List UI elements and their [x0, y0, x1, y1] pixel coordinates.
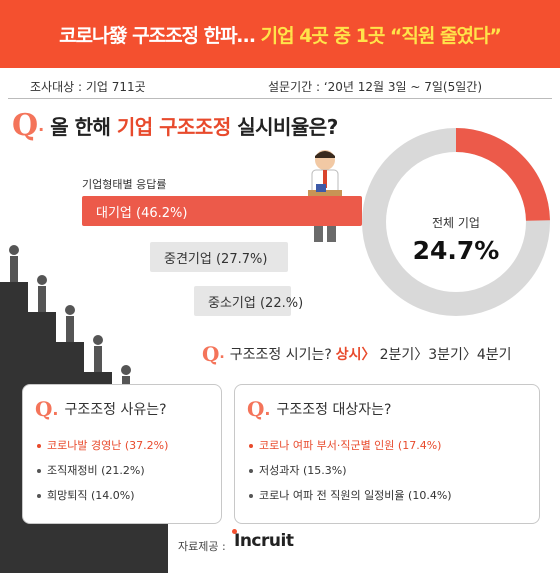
target-item: 저성과자 (15.3%)	[249, 458, 529, 483]
q-dot: .	[219, 346, 225, 362]
target-item-text: 코로나 여파 부서·직군별 인원 (17.4%)	[259, 439, 442, 452]
reason-item: 코로나발 경영난 (37.2%)	[37, 433, 211, 458]
bullet-icon	[37, 469, 41, 473]
targets-panel: Q. 구조조정 대상자는? 코로나 여파 부서·직군별 인원 (17.4%) 저…	[234, 384, 540, 524]
title-main: 코로나發 구조조정 한파…	[59, 24, 256, 47]
bar-row-mid: 중견기업 (27.7%)	[150, 242, 380, 272]
title-banner: 코로나發 구조조정 한파… 기업 4곳 중 1곳 “직원 줄였다”	[0, 0, 560, 68]
target-item: 코로나 여파 부서·직군별 인원 (17.4%)	[249, 433, 529, 458]
donut-slice-overall	[362, 128, 550, 316]
targets-header: Q. 구조조정 대상자는?	[247, 397, 391, 421]
q-icon: Q	[202, 342, 220, 366]
bar-label-large: 대기업 (46.2%)	[96, 205, 188, 221]
reasons-title: 구조조정 사유는?	[64, 402, 167, 418]
timing-rest: 2분기〉3분기〉4분기	[379, 347, 512, 363]
q-dot: .	[52, 399, 59, 419]
source-label: 자료제공 :	[178, 540, 226, 553]
main-question-text: 올 한해 기업 구조조정 실시비율은?	[50, 111, 338, 140]
bullet-icon	[249, 469, 253, 473]
reasons-list: 코로나발 경영난 (37.2%) 조직재정비 (21.2%) 희망퇴직 (14.…	[37, 433, 211, 508]
reasons-header: Q. 구조조정 사유는?	[35, 397, 167, 421]
q-icon: Q	[35, 397, 53, 421]
bar-row-small: 중소기업 (22.%)	[194, 286, 394, 316]
main-question-prefix: 올 한해	[50, 115, 111, 139]
reason-item-text: 조직재정비 (21.2%)	[47, 464, 145, 477]
survey-target: 조사대상 : 기업 711곳	[30, 80, 146, 94]
bar-small-company	[194, 286, 291, 316]
timing-highlight: 상시〉	[335, 347, 376, 363]
timing-question-text: 구조조정 시기는?	[229, 347, 332, 363]
timing-question: Q. 구조조정 시기는? 상시〉 2분기〉3분기〉4분기	[202, 342, 512, 366]
divider	[8, 98, 552, 99]
survey-period: 설문기간 : ‘20년 12월 3일 ~ 7일(5일간)	[268, 80, 483, 94]
target-item-text: 코로나 여파 전 직원의 일정비율 (10.4%)	[259, 489, 452, 502]
targets-list: 코로나 여파 부서·직군별 인원 (17.4%) 저성과자 (15.3%) 코로…	[249, 433, 529, 508]
reason-item: 조직재정비 (21.2%)	[37, 458, 211, 483]
q-icon: Q	[247, 397, 265, 421]
q-dot: .	[38, 116, 45, 135]
bullet-icon	[249, 444, 253, 448]
reason-item-text: 희망퇴직 (14.0%)	[47, 489, 135, 502]
bar-label-small: 중소기업 (22.%)	[208, 295, 304, 311]
reasons-panel: Q. 구조조정 사유는? 코로나발 경영난 (37.2%) 조직재정비 (21.…	[22, 384, 222, 524]
reason-item: 희망퇴직 (14.0%)	[37, 483, 211, 508]
bullet-icon	[249, 494, 253, 498]
target-item-text: 저성과자 (15.3%)	[259, 464, 347, 477]
q-icon: Q	[12, 108, 39, 143]
bullet-icon	[37, 444, 41, 448]
q-dot: .	[264, 399, 271, 419]
legend-title: 기업형태별 응답률	[82, 178, 167, 191]
target-item: 코로나 여파 전 직원의 일정비율 (10.4%)	[249, 483, 529, 508]
bullet-icon	[37, 494, 41, 498]
bar-label-mid: 중견기업 (27.7%)	[164, 251, 268, 267]
reason-item-text: 코로나발 경영난 (37.2%)	[47, 439, 169, 452]
donut-value: 24.7%	[412, 236, 500, 265]
main-question-highlight: 기업 구조조정	[116, 115, 231, 139]
targets-title: 구조조정 대상자는?	[276, 402, 392, 418]
main-question: Q. 올 한해 기업 구조조정 실시비율은?	[12, 108, 338, 143]
brand-logo-dot	[232, 529, 237, 534]
bar-row-large: 대기업 (46.2%)	[82, 196, 362, 226]
overall-donut-chart	[362, 128, 550, 316]
bar-large-company	[82, 196, 362, 226]
donut-caption: 전체 기업	[432, 216, 480, 230]
brand-logo: Incruit	[234, 531, 294, 551]
main-question-suffix: 실시비율은?	[237, 115, 338, 139]
bar-mid-company	[150, 242, 288, 272]
title-highlight: 기업 4곳 중 1곳 “직원 줄였다”	[260, 24, 502, 47]
